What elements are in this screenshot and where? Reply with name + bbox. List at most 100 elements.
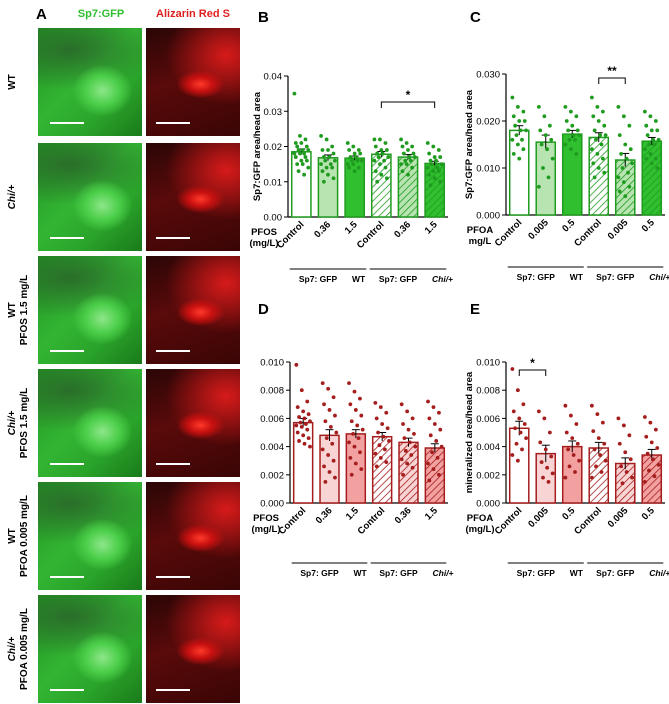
group-label-genotype: WT [570,272,584,282]
data-point [431,405,436,410]
data-point [372,158,377,163]
data-point [302,416,307,421]
y-tick-label: 0.00 [264,213,283,224]
data-point [378,162,382,167]
x-tick-label: 0.5 [560,505,578,523]
data-point [425,141,430,145]
data-point [600,420,605,425]
data-point [648,420,653,425]
data-point [428,183,433,188]
group-label-genotype: WT [352,274,366,284]
data-point [432,155,437,159]
data-point [354,155,358,159]
data-point [306,165,311,170]
data-point [653,427,658,432]
chart-e: E 0.000 0.002 0.004 0.006 0.008 0.010mineraliz… [464,301,669,578]
data-point [358,450,362,455]
data-point [541,475,545,480]
data-point [624,470,629,474]
data-point [345,141,350,145]
data-point [352,389,357,394]
data-point [320,381,325,386]
data-point [623,194,628,199]
group-label-genotype: WT [354,568,368,578]
data-point [592,128,597,133]
y-tick-label: 0.006 [476,414,500,425]
data-point [333,413,337,418]
data-point [352,444,357,449]
treatment-label: PFOA [467,225,494,236]
data-point [301,433,306,438]
scale-bar [50,576,84,578]
data-point [589,95,594,100]
data-point [642,415,647,419]
data-point [598,453,603,457]
data-point [410,465,415,470]
data-point [524,436,529,441]
data-point [549,137,554,142]
significance-label: * [406,88,411,102]
data-point [358,151,363,156]
row-label-genotype: Chi/+ [7,410,18,436]
data-point [542,114,547,119]
data-point [324,165,329,170]
data-point [406,172,410,177]
data-point [355,423,360,428]
data-point [349,472,354,477]
row-label-genotype: WT [7,528,18,544]
data-point [595,105,600,109]
data-point [515,388,520,393]
y-tick-label: 0.004 [260,442,284,453]
data-point [306,436,311,441]
data-point [602,441,607,446]
data-point [568,413,573,418]
data-point [378,455,383,460]
data-point [521,109,526,114]
data-point [327,470,332,474]
scale-bar [156,237,190,239]
data-point [347,148,352,152]
bar [424,447,446,504]
data-point [302,151,306,156]
data-point [435,455,440,460]
data-point [642,479,647,484]
group-label: Sp7: GFP [299,274,338,284]
data-point [380,151,385,156]
data-point [327,408,332,412]
data-point [652,142,657,147]
data-point [381,434,386,439]
data-point [589,403,594,408]
data-point [616,105,621,109]
data-point [435,165,440,170]
y-tick-label: 0.010 [260,358,284,369]
data-point [330,144,335,149]
data-point [596,436,601,441]
data-point [306,412,311,417]
data-point [513,123,518,128]
data-point [330,165,335,170]
data-point [380,422,385,426]
data-point [571,133,576,138]
data-point [384,460,389,465]
data-point [624,156,629,161]
row-label-genotype: WT [7,302,18,318]
data-point [348,402,353,407]
data-point [568,109,573,114]
data-point [298,420,303,425]
group-label-genotype: Chi/+ [432,274,453,284]
data-point [626,170,630,175]
data-point [403,158,408,163]
treatment-label: PFOA [467,513,494,524]
data-point [653,119,658,123]
scale-bar [156,463,190,465]
scale-bar [156,350,190,352]
bar [641,454,663,504]
scale-bar [50,689,84,691]
data-point [323,419,328,424]
data-point [323,479,328,484]
data-point [628,457,633,462]
data-point [563,105,568,109]
x-tick-label: 0.36 [314,505,335,526]
data-point [383,141,388,145]
